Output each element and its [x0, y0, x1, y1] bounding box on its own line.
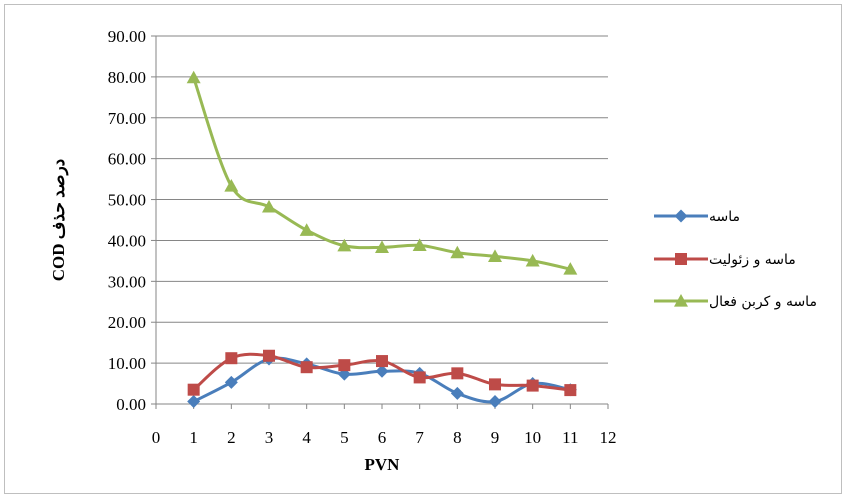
data-point: [563, 262, 578, 275]
y-tick-label: 0.00: [116, 395, 146, 414]
x-tick-label: 5: [340, 428, 349, 447]
legend-entry-3: ماسه و کربن فعال: [654, 294, 817, 310]
y-tick-label: 20.00: [108, 313, 146, 332]
legend-marker: [674, 294, 688, 307]
legend-label: ماسه و زئولیت: [709, 252, 796, 268]
x-tick-label: 12: [600, 428, 617, 447]
y-tick-label: 50.00: [108, 191, 146, 210]
x-tick-label: 8: [453, 428, 462, 447]
y-tick-label: 60.00: [108, 150, 146, 169]
data-point: [489, 378, 501, 391]
x-tick-label: 6: [378, 428, 387, 447]
y-tick-label: 40.00: [108, 231, 146, 250]
data-point: [450, 386, 464, 400]
data-point: [186, 70, 201, 84]
legend-entry-2: ماسه و زئولیت: [654, 252, 796, 268]
series-lines: [186, 70, 578, 409]
data-point: [412, 238, 427, 251]
x-tick-label: 1: [189, 428, 198, 447]
x-tick-labels: 0 1 2 3 4 5 6 7 8 9 10 11 12: [152, 428, 617, 447]
x-tick-label: 11: [562, 428, 578, 447]
data-point: [413, 371, 426, 384]
data-point: [450, 245, 465, 259]
axes: [151, 35, 609, 409]
y-tick-label: 90.00: [108, 27, 146, 46]
x-tick-label: 7: [415, 428, 424, 447]
series-3: [186, 70, 578, 275]
x-tick-label: 0: [152, 428, 161, 447]
data-point: [224, 179, 239, 192]
y-tick-label: 80.00: [108, 68, 146, 87]
data-point: [225, 352, 238, 365]
x-tick-label: 3: [265, 428, 274, 447]
data-point: [299, 223, 314, 236]
gridlines: [156, 35, 608, 364]
data-point: [526, 379, 539, 392]
data-point: [564, 384, 577, 397]
legend-label: ماسه و کربن فعال: [709, 294, 817, 310]
y-tick-label: 10.00: [108, 354, 146, 373]
data-point: [338, 359, 351, 372]
legend-label: ماسه: [709, 209, 740, 225]
data-point: [337, 238, 352, 252]
legend-entry-1: ماسه: [654, 209, 740, 225]
x-tick-label: 9: [491, 428, 500, 447]
y-tick-labels: 0.00 10.00 20.00 30.00 40.00 50.00 60.00 70.00 8…: [108, 27, 146, 414]
data-point: [375, 240, 389, 253]
x-tick-label: 4: [302, 428, 311, 447]
legend-marker: [675, 253, 687, 265]
data-point: [300, 361, 313, 374]
y-axis-title: درصد حذف COD: [49, 159, 69, 281]
x-tick-label: 2: [227, 428, 236, 447]
data-point: [262, 199, 276, 213]
data-point: [525, 253, 540, 267]
legend: ماسه ماسه و زئولیت ماسه و کربن فعال: [654, 209, 817, 310]
x-axis-title: PVN: [365, 455, 401, 474]
data-point: [224, 375, 238, 389]
data-point: [375, 364, 389, 378]
y-tick-label: 70.00: [108, 109, 146, 128]
data-point: [451, 367, 464, 380]
data-point: [488, 395, 502, 409]
data-point: [376, 355, 388, 368]
data-point: [187, 383, 200, 396]
data-point: [263, 349, 275, 362]
y-tick-label: 30.00: [108, 272, 146, 291]
legend-marker: [674, 209, 688, 223]
data-point: [187, 395, 201, 409]
data-point: [488, 249, 502, 262]
x-tick-label: 10: [524, 428, 541, 447]
series-2: [187, 349, 577, 397]
